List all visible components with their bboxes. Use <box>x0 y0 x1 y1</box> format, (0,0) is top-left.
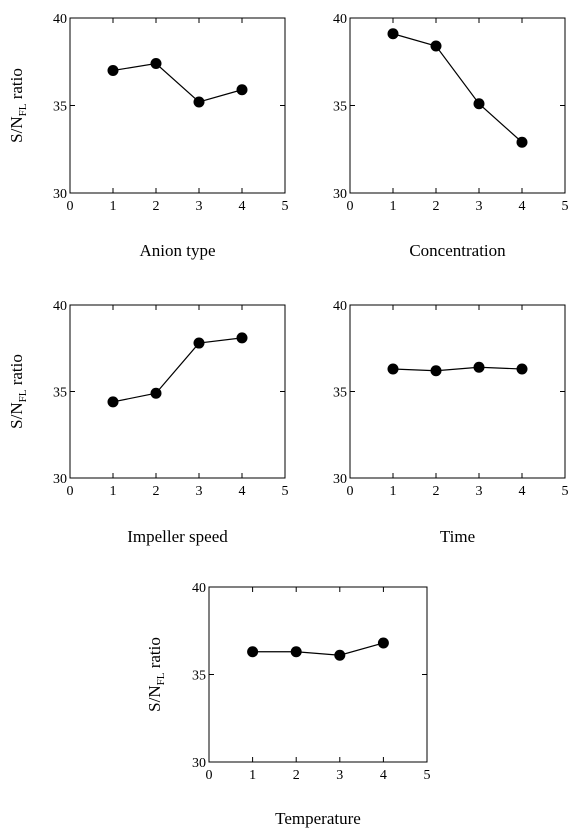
x-tick-label: 3 <box>196 199 203 214</box>
x-tick-label: 2 <box>293 768 300 783</box>
series-line <box>252 642 384 656</box>
plot-frame <box>69 17 286 194</box>
data-point <box>430 40 442 52</box>
x-tick-label: 0 <box>67 199 74 214</box>
data-point <box>150 58 162 69</box>
x-tick-label: 4 <box>519 484 526 499</box>
y-axis-title: S/NFL ratio <box>7 354 29 429</box>
x-tick-label: 5 <box>282 484 289 499</box>
x-tick-label: 3 <box>196 484 203 499</box>
y-tick-label: 40 <box>53 12 67 27</box>
x-tick-label: 5 <box>424 768 431 783</box>
panel-4: 0 1 2 3 4 5 30 35 40 Time <box>333 299 569 546</box>
y-axis-title-main: S/N <box>7 402 26 428</box>
x-tick-label: 3 <box>476 484 483 499</box>
data-point <box>107 396 119 408</box>
x-tick-label: 1 <box>110 199 117 214</box>
data-point <box>193 337 205 349</box>
x-tick-label: 0 <box>67 484 74 499</box>
x-tick-label: 1 <box>110 484 117 499</box>
data-point <box>107 65 119 76</box>
data-point <box>247 646 259 658</box>
y-tick-label: 30 <box>53 187 67 202</box>
x-tick-label: 2 <box>433 199 440 214</box>
x-axis-title: Concentration <box>409 241 506 260</box>
data-point <box>290 646 302 658</box>
data-point <box>150 387 162 399</box>
y-tick-label: 35 <box>333 100 347 115</box>
x-axis-title: Time <box>440 527 475 546</box>
x-tick-label: 0 <box>206 768 213 783</box>
data-point <box>377 637 389 649</box>
data-point <box>236 332 248 344</box>
x-tick-label: 2 <box>153 199 160 214</box>
panel-5: 0 1 2 3 4 5 30 35 40 Temperature S/NFL ratio <box>145 581 431 828</box>
series-line <box>392 366 523 372</box>
x-tick-label: 1 <box>249 768 256 783</box>
y-tick-label: 35 <box>53 100 67 115</box>
x-axis-title: Anion type <box>139 241 215 260</box>
y-axis-title-main: S/N <box>145 685 164 711</box>
x-tick-label: 5 <box>562 199 569 214</box>
x-axis-title: Impeller speed <box>127 527 228 546</box>
data-point <box>334 649 346 661</box>
x-tick-label: 5 <box>282 199 289 214</box>
plot-frame <box>349 304 566 479</box>
y-axis-title: S/NFL ratio <box>7 68 29 143</box>
x-tick-label: 4 <box>519 199 526 214</box>
x-tick-label: 3 <box>476 199 483 214</box>
data-point <box>516 363 528 375</box>
y-tick-label: 35 <box>192 669 206 684</box>
x-tick-label: 0 <box>347 484 354 499</box>
x-tick-label: 5 <box>562 484 569 499</box>
y-axis-title-rest: ratio <box>145 637 164 672</box>
y-axis-title-rest: ratio <box>7 354 26 389</box>
data-point <box>473 361 485 373</box>
y-axis-title-sub: FL <box>155 672 167 685</box>
y-tick-label: 35 <box>53 386 67 401</box>
y-axis-title-rest: ratio <box>7 68 26 103</box>
x-tick-label: 4 <box>239 199 246 214</box>
y-axis-title-main: S/N <box>7 116 26 142</box>
y-tick-label: 30 <box>333 472 347 487</box>
y-tick-label: 30 <box>53 472 67 487</box>
y-tick-label: 40 <box>333 12 347 27</box>
panel-3: 0 1 2 3 4 5 30 35 40 Impeller speed S/NFL ratio <box>7 299 289 546</box>
series-line <box>112 62 243 103</box>
plot-frame <box>349 17 566 194</box>
y-axis-title: S/NFL ratio <box>145 637 167 712</box>
data-point <box>516 136 528 148</box>
x-tick-label: 2 <box>433 484 440 499</box>
y-axis-title-sub: FL <box>17 103 29 116</box>
series-line <box>112 337 243 403</box>
x-tick-label: 1 <box>390 484 397 499</box>
data-point <box>387 28 399 40</box>
plot-frame <box>69 304 286 479</box>
panel-2: 0 1 2 3 4 5 30 35 40 Concentration <box>333 12 569 260</box>
x-tick-label: 4 <box>239 484 246 499</box>
data-point <box>193 96 205 108</box>
x-tick-label: 3 <box>336 768 343 783</box>
plot-frame <box>208 586 428 763</box>
x-axis-title: Temperature <box>275 809 361 828</box>
x-tick-label: 4 <box>380 768 387 783</box>
y-tick-label: 40 <box>333 299 347 314</box>
data-point <box>430 365 442 377</box>
y-axis-title-sub: FL <box>17 389 29 402</box>
data-point <box>387 363 399 375</box>
panel-1: 0 1 2 3 4 5 30 35 40 Anion type S/NFL ratio <box>7 12 289 260</box>
y-tick-label: 30 <box>333 187 347 202</box>
data-point <box>236 84 248 96</box>
data-point <box>473 98 485 110</box>
x-tick-label: 1 <box>390 199 397 214</box>
y-tick-label: 35 <box>333 386 347 401</box>
x-tick-label: 0 <box>347 199 354 214</box>
y-tick-label: 40 <box>192 581 206 596</box>
y-tick-label: 40 <box>53 299 67 314</box>
series-line <box>392 33 523 143</box>
y-tick-label: 30 <box>192 756 206 771</box>
x-tick-label: 2 <box>153 484 160 499</box>
